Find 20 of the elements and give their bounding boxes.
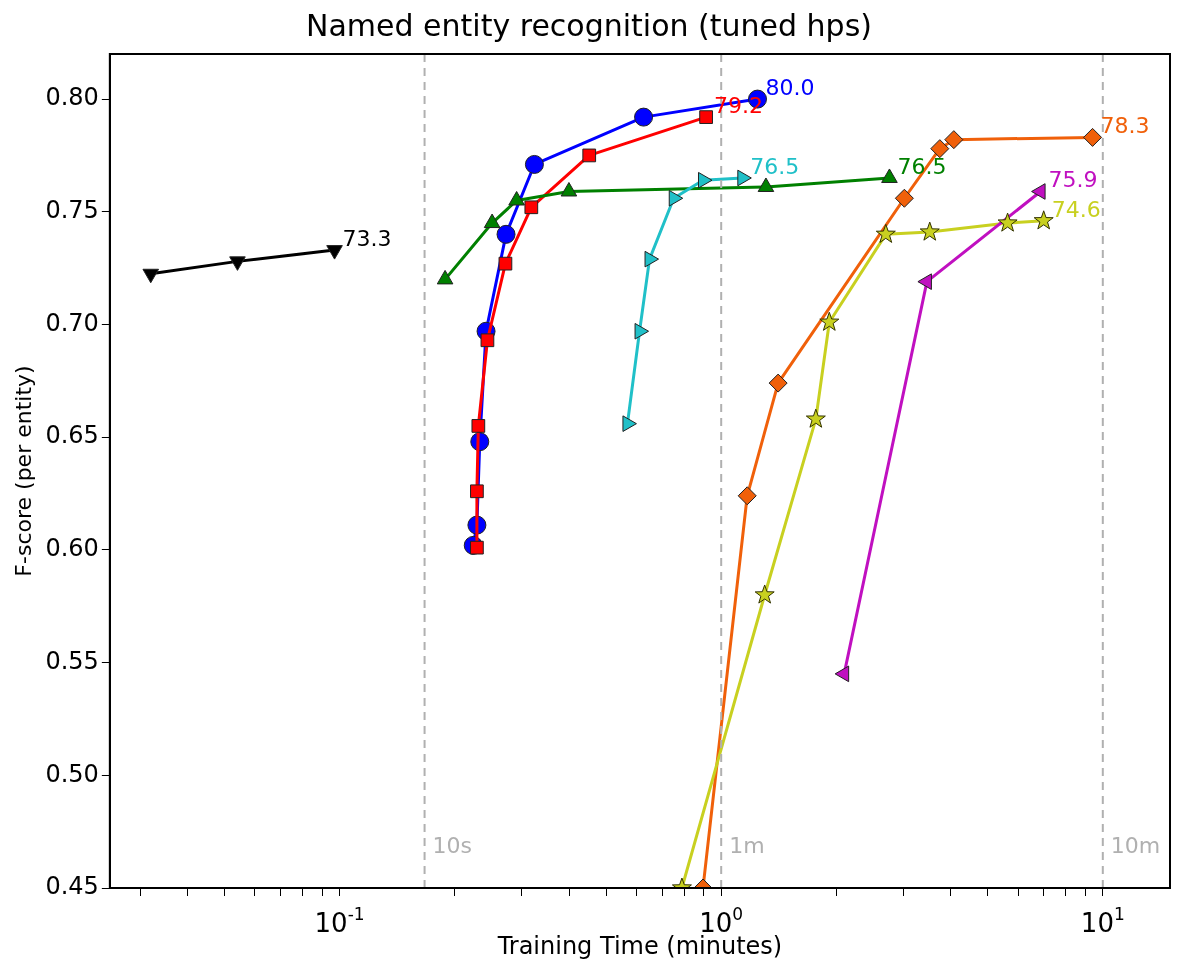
ref-line-label: 10m — [1110, 833, 1161, 858]
ref-line-label: 10s — [432, 833, 473, 858]
annotation: 75.9 — [1048, 167, 1098, 193]
y-tick-label: 0.65 — [45, 421, 99, 450]
y-tick-label: 0.70 — [45, 308, 99, 337]
y-tick-label: 0.60 — [45, 534, 99, 563]
annotation: 76.5 — [750, 153, 800, 179]
y-axis-title: F-score (per entity) — [10, 365, 36, 577]
x-axis-title: Training Time (minutes) — [496, 931, 783, 960]
y-tick-label: 0.55 — [45, 646, 99, 675]
chart-title: Named entity recognition (tuned hps) — [305, 7, 873, 43]
y-tick-label: 0.45 — [45, 872, 99, 901]
ref-line-label: 1m — [729, 833, 765, 858]
annotation: 78.3 — [1100, 113, 1150, 139]
y-tick-label: 0.50 — [45, 759, 99, 788]
annotation: 73.3 — [342, 225, 392, 251]
y-tick-label: 0.75 — [45, 196, 99, 225]
y-tick-label: 0.80 — [45, 83, 99, 112]
annotation: 74.6 — [1051, 196, 1101, 222]
annotation: 80.0 — [765, 74, 815, 100]
